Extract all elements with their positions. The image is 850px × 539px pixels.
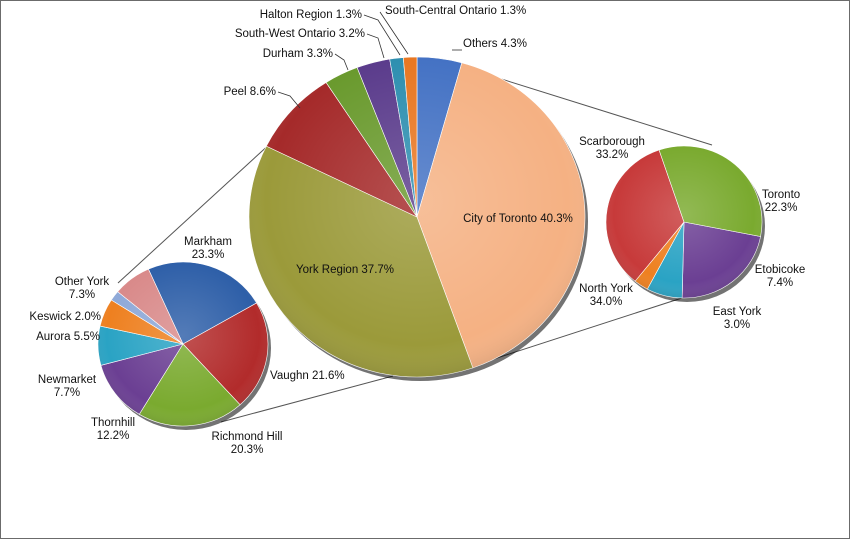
connector-line bbox=[117, 141, 273, 284]
slice-label-city-of-toronto: City of Toronto 40.3% bbox=[463, 213, 573, 225]
slice-label-keswick: Keswick 2.0% bbox=[29, 311, 101, 323]
slice-label-south-west-ontario: South-West Ontario 3.2% bbox=[235, 28, 365, 40]
slice-label-peel: Peel 8.6% bbox=[224, 86, 276, 98]
slice-labels: Others 4.3% City of Toronto 40.3% York Reg… bbox=[29, 5, 805, 456]
slice-label-north-york: North York 34.0% bbox=[579, 283, 633, 308]
toronto-breakdown-pie bbox=[605, 145, 765, 302]
label-leader-line bbox=[363, 14, 401, 56]
slice-label-newmarket: Newmarket 7.7% bbox=[38, 374, 97, 399]
main-pie bbox=[248, 56, 588, 381]
slice-label-etobicoke: Etobicoke 7.4% bbox=[755, 264, 806, 289]
pie-gloss bbox=[98, 262, 268, 426]
slice-label-durham: Durham 3.3% bbox=[263, 48, 333, 60]
york-breakdown-pie bbox=[97, 261, 271, 430]
slice-label-halton-region: Halton Region 1.3% bbox=[260, 9, 362, 21]
pie-gloss bbox=[606, 146, 762, 298]
slice-label-vaughn: Vaughn 21.6% bbox=[270, 370, 345, 382]
slice-label-richmond-hill: Richmond Hill 20.3% bbox=[212, 431, 283, 456]
label-leader-line bbox=[334, 53, 349, 71]
label-leader-line bbox=[366, 33, 385, 59]
slice-label-east-york: East York 3.0% bbox=[713, 306, 762, 331]
slice-label-aurora: Aurora 5.5% bbox=[36, 331, 100, 343]
slice-label-south-central-ontario: South-Central Ontario 1.3% bbox=[385, 5, 526, 17]
label-leader-line bbox=[379, 11, 409, 55]
slice-label-others: Others 4.3% bbox=[463, 38, 527, 50]
connector-line bbox=[220, 375, 394, 423]
slice-label-other-york: Other York 7.3% bbox=[55, 276, 110, 301]
slice-label-thornhill: Thornhill 12.2% bbox=[91, 417, 135, 442]
slice-label-scarborough: Scarborough 33.2% bbox=[579, 136, 645, 161]
pie-gloss bbox=[249, 57, 585, 377]
label-leader-line bbox=[277, 91, 301, 109]
slice-label-markham: Markham 23.3% bbox=[184, 236, 232, 261]
slice-label-toronto: Toronto 22.3% bbox=[762, 189, 800, 214]
slice-label-york-region: York Region 37.7% bbox=[296, 264, 394, 276]
